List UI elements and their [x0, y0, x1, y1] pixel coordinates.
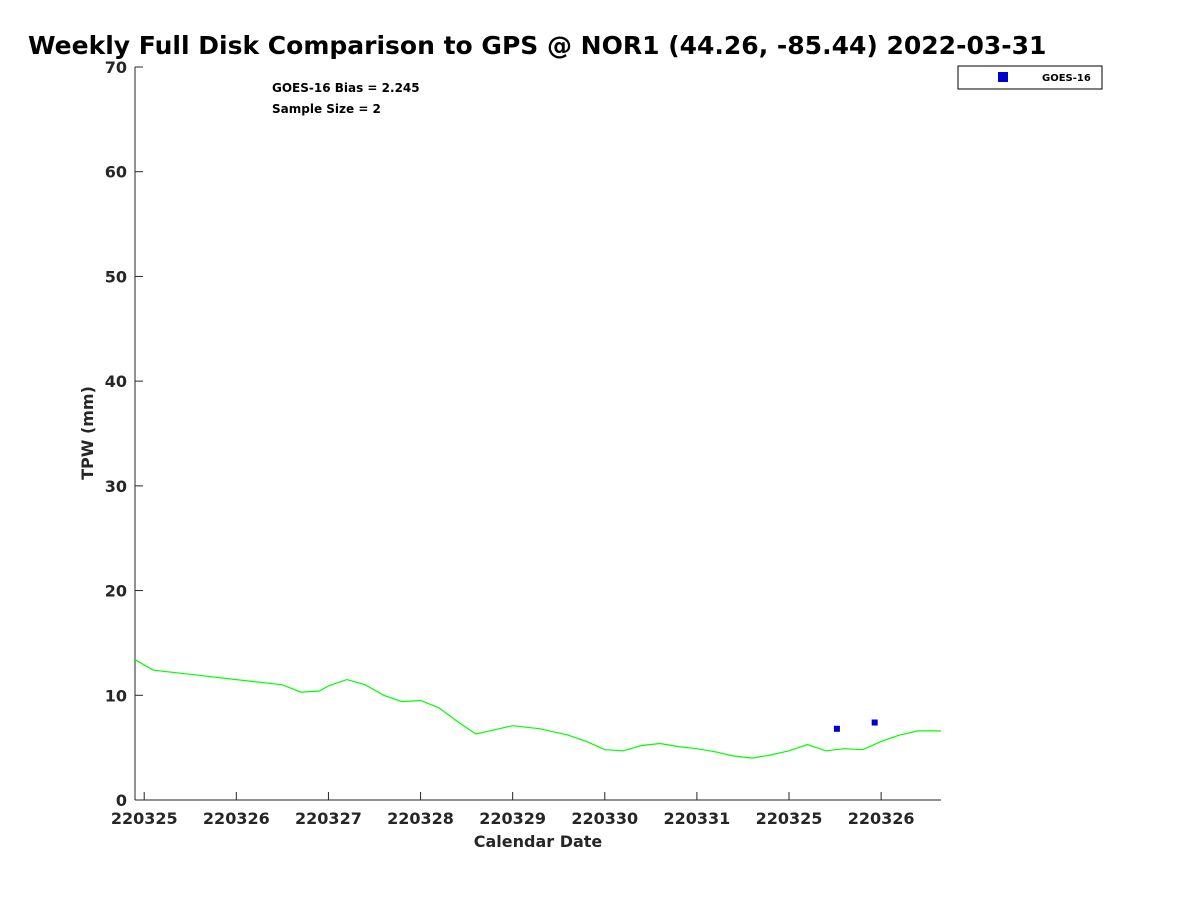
chart-title: Weekly Full Disk Comparison to GPS @ NOR…	[28, 31, 1046, 60]
x-tick-label: 220325	[756, 809, 823, 828]
x-tick-label: 220327	[295, 809, 362, 828]
y-tick-label: 50	[105, 267, 127, 286]
goes16-point	[833, 725, 840, 732]
sample-size-annotation: Sample Size = 2	[272, 102, 381, 116]
y-tick-label: 0	[116, 791, 127, 810]
legend-marker-goes16	[998, 72, 1008, 82]
y-tick-label: 70	[105, 58, 127, 77]
series-layer	[134, 659, 941, 759]
goes16-point	[871, 719, 878, 726]
x-axis-label: Calendar Date	[474, 832, 603, 851]
legend-label-goes16: GOES-16	[1042, 73, 1091, 84]
y-axis: 0 10 20 30 40 50 60 70	[105, 58, 143, 810]
legend: GOES-16	[957, 65, 1103, 90]
y-tick-label: 60	[105, 163, 127, 182]
x-axis: 220325 220326 220327 220328 220329 220330 2203…	[111, 792, 941, 828]
x-tick-label: 220331	[663, 809, 730, 828]
y-tick-label: 10	[105, 686, 127, 705]
gps-tpw-line	[134, 659, 941, 759]
y-axis-label: TPW (mm)	[78, 386, 97, 480]
legend-box	[957, 65, 1103, 90]
y-tick-label: 20	[105, 582, 127, 601]
x-tick-label: 220329	[479, 809, 546, 828]
x-tick-label: 220330	[571, 809, 638, 828]
plot-area: 0 10 20 30 40 50 60 70 220325 220326 220327 220328…	[105, 58, 941, 828]
x-tick-label: 220326	[848, 809, 915, 828]
x-tick-label: 220325	[111, 809, 178, 828]
x-tick-label: 220328	[387, 809, 454, 828]
bias-annotation: GOES-16 Bias = 2.245	[272, 81, 420, 95]
y-tick-label: 40	[105, 372, 127, 391]
x-tick-label: 220326	[203, 809, 270, 828]
y-tick-label: 30	[105, 477, 127, 496]
